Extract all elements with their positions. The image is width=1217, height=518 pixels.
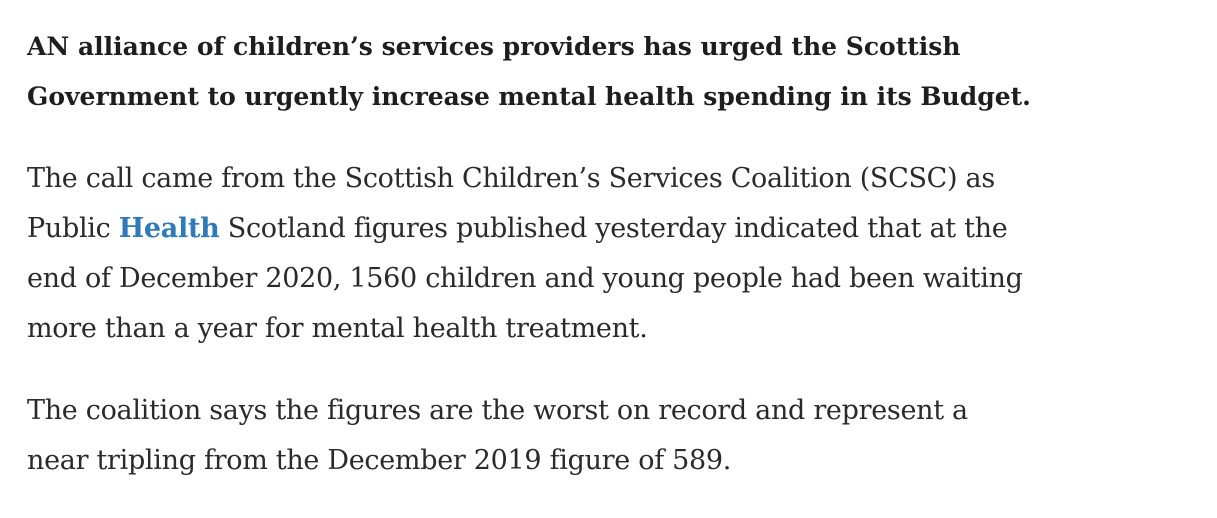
text-line: AN alliance of children’s services provi… [27,32,961,61]
paragraph: AN alliance of children’s services provi… [27,22,1207,122]
text-line: more than a year for mental health treat… [27,313,648,344]
text-line: The coalition says the figures are the w… [27,395,968,426]
paragraph: The coalition says the figures are the w… [27,386,1207,486]
article: AN alliance of children’s services provi… [27,22,1207,518]
text: Public [27,213,119,244]
link[interactable]: Health [118,213,220,244]
text-line: Public Health Scotland figures published… [27,204,1207,254]
text-line: Government to urgently increase mental h… [27,82,1031,111]
text: Scotland figures published yesterday ind… [219,213,1008,244]
page: AN alliance of children’s services provi… [27,32,1031,476]
text-line: end of December 2020, 1560 children and … [27,263,1023,294]
paragraph: The call came from the Scottish Children… [27,154,1207,354]
text-line: near tripling from the December 2019 fig… [27,445,732,476]
text-line: The call came from the Scottish Children… [27,163,995,194]
